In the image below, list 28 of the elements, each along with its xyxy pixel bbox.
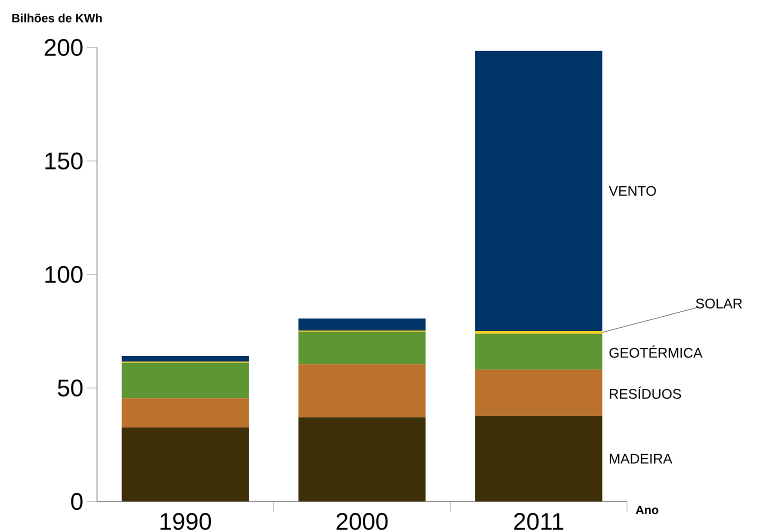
bar <box>475 334 602 370</box>
bar <box>122 427 249 502</box>
x-tick-label: 2011 <box>514 513 564 530</box>
y-tick-label: 200 <box>44 39 83 56</box>
series-label: GEOTÉRMICA <box>609 346 703 358</box>
series-label: VENTO <box>608 186 656 196</box>
y-axis-title: Bilhões de KWh <box>12 14 102 22</box>
bar <box>475 331 602 334</box>
y-tick-label: 50 <box>58 380 83 396</box>
text: SOLAR <box>696 298 742 308</box>
bar <box>122 398 249 428</box>
series-label: MADEIRA <box>610 454 672 464</box>
bar <box>122 356 249 362</box>
series-label: RESÍDUOS <box>610 386 681 399</box>
bar <box>298 364 426 418</box>
bar <box>475 416 602 502</box>
y-tick-label: 150 <box>45 152 83 170</box>
bar <box>298 332 426 364</box>
y-tick-label: 100 <box>45 266 83 283</box>
bar <box>298 417 426 502</box>
x-axis-title: Ano <box>636 506 658 514</box>
x-tick-label: 1990 <box>160 513 211 530</box>
bar <box>298 318 426 331</box>
y-tick-label: 0 <box>71 493 83 510</box>
bar <box>475 50 602 332</box>
x-tick-label: 2000 <box>336 513 388 530</box>
bar <box>122 362 249 398</box>
bar <box>475 370 602 416</box>
